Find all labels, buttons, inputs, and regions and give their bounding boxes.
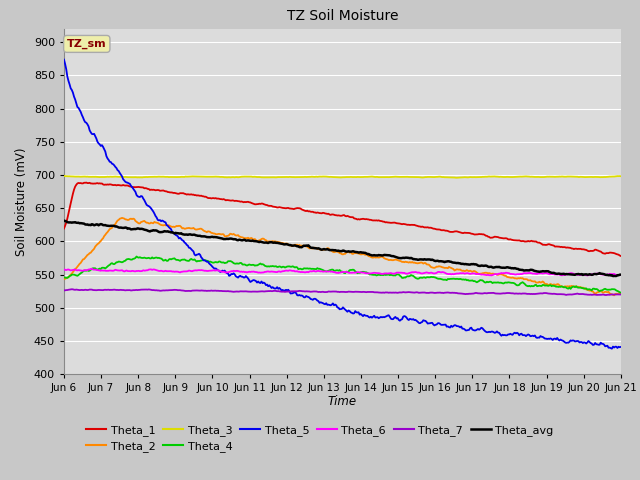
Y-axis label: Soil Moisture (mV): Soil Moisture (mV): [15, 147, 28, 256]
Title: TZ Soil Moisture: TZ Soil Moisture: [287, 10, 398, 24]
Legend: Theta_1, Theta_2, Theta_3, Theta_4, Theta_5, Theta_6, Theta_7, Theta_avg: Theta_1, Theta_2, Theta_3, Theta_4, Thet…: [86, 425, 554, 452]
X-axis label: Time: Time: [328, 395, 357, 408]
Text: TZ_sm: TZ_sm: [67, 39, 107, 49]
